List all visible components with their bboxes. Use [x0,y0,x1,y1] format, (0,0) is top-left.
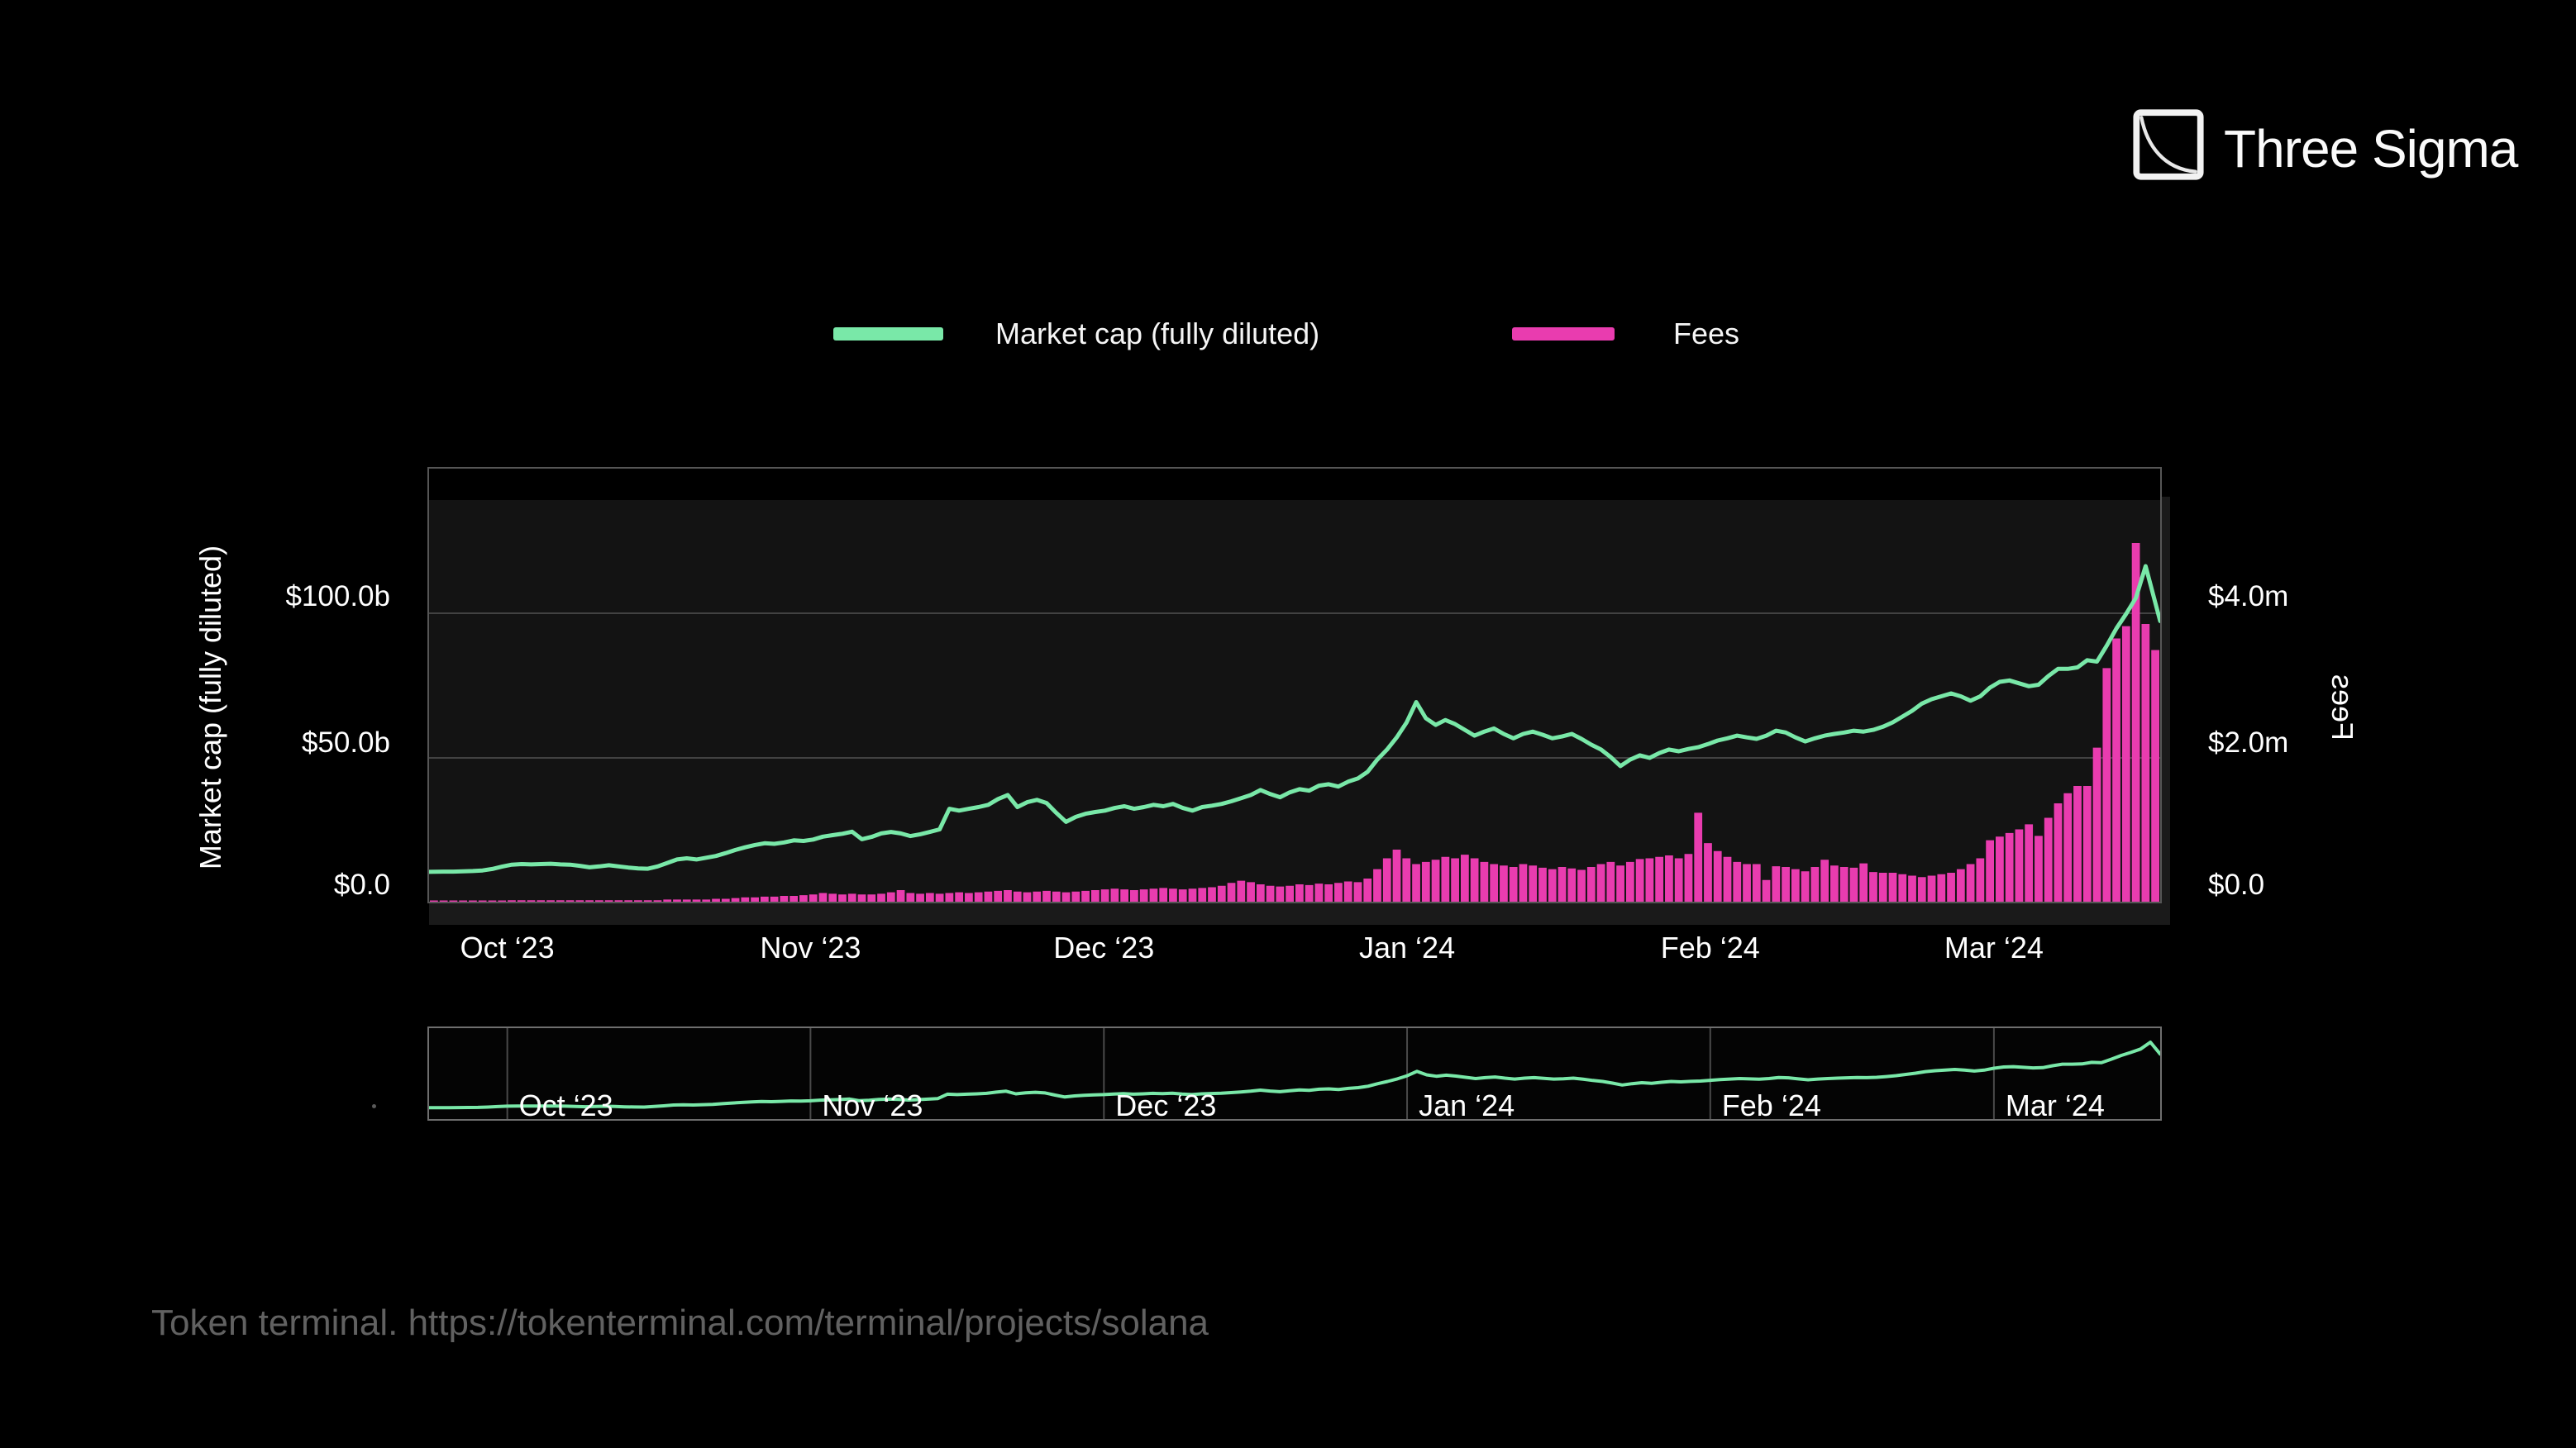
left-ytick: $100.0b [285,580,390,612]
main-chart-svg [429,543,2160,902]
legend-fees-swatch [1512,327,1615,341]
right-ytick: $4.0m [2208,580,2289,612]
navigator-month-label: Mar ‘24 [2006,1088,2105,1119]
legend-marketcap-swatch [833,327,943,341]
three-sigma-logo-text: Three Sigma [2224,119,2518,179]
navigator-month-label: Dec ‘23 [1115,1088,1216,1119]
right-axis-title: Fees [2326,674,2359,741]
left-ytick: $50.0b [301,726,390,759]
main-chart-plot[interactable] [427,467,2162,903]
x-month-label: Nov ‘23 [760,931,861,965]
navigator-month-label: Oct ‘23 [519,1088,613,1119]
navigator-month-label: Jan ‘24 [1419,1088,1515,1119]
navigator-chart[interactable]: Oct ‘23 Nov ‘23 Dec ‘23 Jan ‘24 Feb ‘24 Mar ‘… [427,1026,2162,1122]
x-month-label: Mar ‘24 [1944,931,2044,965]
x-month-label: Oct ‘23 [460,931,555,965]
three-sigma-logo-icon [2133,109,2204,180]
right-ytick: $0.0 [2208,869,2265,901]
right-ytick: $2.0m [2208,726,2289,759]
x-month-label: Jan ‘24 [1359,931,1456,965]
left-ytick: $0.0 [333,869,390,901]
legend-marketcap-label[interactable]: Market cap (fully diluted) [995,317,1320,350]
navigator-chart-svg: Oct ‘23 Nov ‘23 Dec ‘23 Jan ‘24 Feb ‘24 Mar ‘… [427,1028,2162,1122]
navigator-month-label: Nov ‘23 [822,1088,923,1119]
navigator-month-label: Feb ‘24 [1722,1088,1821,1119]
x-month-label: Dec ‘23 [1053,931,1155,965]
navigator-handle-dot[interactable] [372,1104,376,1108]
source-attribution: Token terminal. https://tokenterminal.co… [151,1303,1209,1343]
x-month-label: Feb ‘24 [1660,931,1760,965]
legend-fees-label[interactable]: Fees [1673,317,1740,350]
